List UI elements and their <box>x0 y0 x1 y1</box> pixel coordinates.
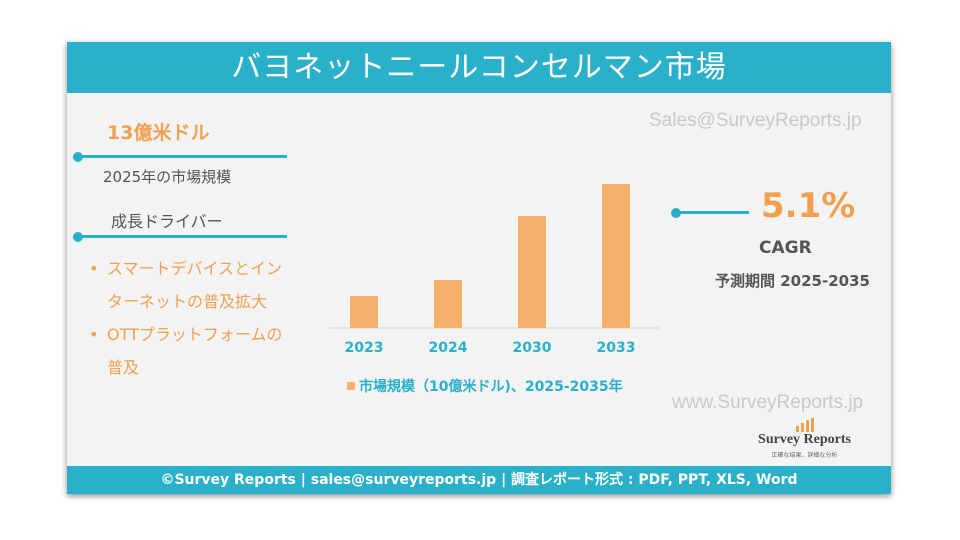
bar-chart: 2023 2024 2030 2033 <box>329 184 659 356</box>
bar-2024 <box>434 280 462 328</box>
driver-item: スマートデバイスとインターネットの普及拡大 <box>87 252 287 318</box>
watermark-url: www.SurveyReports.jp <box>672 392 864 413</box>
chart-legend: 市場規模（10億米ドル)、2025-2035年 <box>347 376 623 396</box>
cagr-label: CAGR <box>759 238 812 258</box>
bar-2033 <box>602 184 630 328</box>
cagr-line-dot <box>671 208 681 218</box>
cagr-value: 5.1% <box>761 186 856 226</box>
survey-reports-logo: Survey Reports 正確な结果、詳細な分析 <box>747 418 862 463</box>
x-tick-label: 2024 <box>429 340 468 356</box>
legend-swatch <box>347 382 355 390</box>
drivers-heading: 成長ドライバー <box>111 212 223 231</box>
logo-tagline: 正確な结果、詳細な分析 <box>771 452 838 459</box>
bar-2030 <box>518 216 546 328</box>
drivers-line <box>77 235 287 238</box>
market-size-year-label: 2025年の市場規模 <box>103 168 232 186</box>
cagr-line <box>677 211 749 214</box>
market-size-value: 13億米ドル <box>107 122 210 144</box>
bar-chart-logo-icon <box>796 418 814 432</box>
x-tick-label: 2023 <box>345 340 384 356</box>
driver-item: OTTプラットフォームの普及 <box>87 318 287 384</box>
legend-label: 市場規模（10億米ドル)、2025-2035年 <box>359 379 623 395</box>
market-size-line <box>77 155 287 158</box>
bar-2023 <box>350 296 378 328</box>
drivers-list: スマートデバイスとインターネットの普及拡大 OTTプラットフォームの普及 <box>87 252 287 384</box>
forecast-period: 予測期間 2025-2035 <box>715 272 870 290</box>
page-title: バヨネットニールコンセルマン市場 <box>67 42 891 93</box>
infographic-card: バヨネットニールコンセルマン市場 Sales@SurveyReports.jp … <box>67 42 891 494</box>
logo-name: Survey Reports <box>758 432 851 447</box>
watermark-email: Sales@SurveyReports.jp <box>649 110 862 131</box>
footer-bar: ©Survey Reports | sales@surveyreports.jp… <box>67 466 891 494</box>
x-tick-label: 2030 <box>513 340 552 356</box>
x-tick-label: 2033 <box>597 340 636 356</box>
